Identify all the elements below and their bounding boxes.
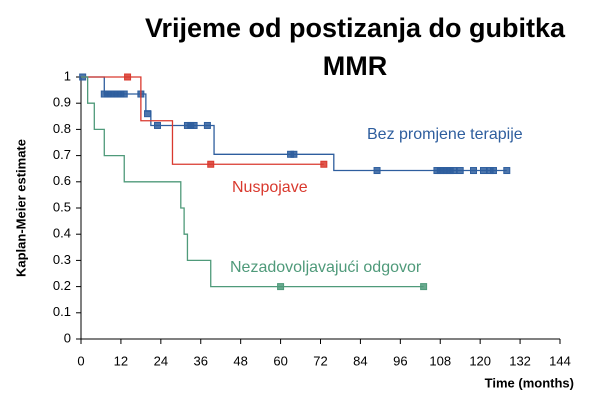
x-tick-label: 72 bbox=[313, 353, 327, 368]
censor-mark bbox=[190, 121, 198, 129]
x-tick-label: 24 bbox=[154, 353, 168, 368]
x-tick-label: 96 bbox=[393, 353, 407, 368]
x-tick-label: 60 bbox=[273, 353, 287, 368]
censor-mark bbox=[373, 167, 381, 175]
y-tick-label: 0.3 bbox=[53, 252, 71, 267]
y-tick-label: 0.9 bbox=[53, 95, 71, 110]
chart-title: MMR bbox=[323, 51, 387, 81]
censor-mark bbox=[320, 160, 328, 168]
y-tick-label: 0.1 bbox=[53, 304, 71, 319]
censor-mark bbox=[203, 121, 211, 129]
y-tick-label: 0.5 bbox=[53, 199, 71, 214]
censor-mark bbox=[144, 110, 152, 118]
censor-mark bbox=[290, 150, 298, 158]
censor-mark bbox=[154, 121, 162, 129]
y-tick-label: 0.2 bbox=[53, 278, 71, 293]
censor-mark bbox=[207, 160, 215, 168]
km-line bbox=[81, 76, 424, 288]
x-tick-label: 120 bbox=[469, 353, 491, 368]
x-tick-label: 0 bbox=[77, 353, 84, 368]
censor-mark bbox=[420, 283, 428, 291]
x-axis-label: Time (months) bbox=[485, 375, 574, 390]
censor-mark bbox=[456, 167, 464, 175]
series-label: Nuspojave bbox=[232, 179, 308, 196]
y-tick-label: 1 bbox=[64, 68, 71, 83]
censor-mark bbox=[277, 283, 285, 291]
y-tick-label: 0.4 bbox=[53, 226, 71, 241]
y-axis-label: Kaplan-Meier estimate bbox=[13, 139, 28, 277]
x-tick-label: 108 bbox=[429, 353, 451, 368]
x-tick-label: 12 bbox=[114, 353, 128, 368]
y-tick-label: 0.6 bbox=[53, 173, 71, 188]
x-tick-label: 84 bbox=[353, 353, 367, 368]
censor-mark bbox=[479, 167, 487, 175]
y-tick-label: 0.8 bbox=[53, 121, 71, 136]
x-tick-label: 48 bbox=[233, 353, 247, 368]
censor-mark bbox=[450, 167, 458, 175]
series-label: Bez promjene terapije bbox=[367, 126, 523, 143]
censor-mark bbox=[124, 73, 132, 81]
y-tick-label: 0.7 bbox=[53, 147, 71, 162]
series-label: Nezadovoljavajući odgovor bbox=[230, 259, 422, 276]
x-tick-label: 36 bbox=[194, 353, 208, 368]
y-tick-label: 0 bbox=[64, 330, 71, 345]
censor-mark bbox=[503, 167, 511, 175]
x-tick-label: 144 bbox=[549, 353, 571, 368]
x-tick-label: 132 bbox=[509, 353, 531, 368]
censor-mark bbox=[470, 167, 478, 175]
censor-mark bbox=[120, 90, 128, 98]
censor-mark bbox=[489, 167, 497, 175]
chart-title: Vrijeme od postizanja do gubitka bbox=[145, 13, 566, 43]
